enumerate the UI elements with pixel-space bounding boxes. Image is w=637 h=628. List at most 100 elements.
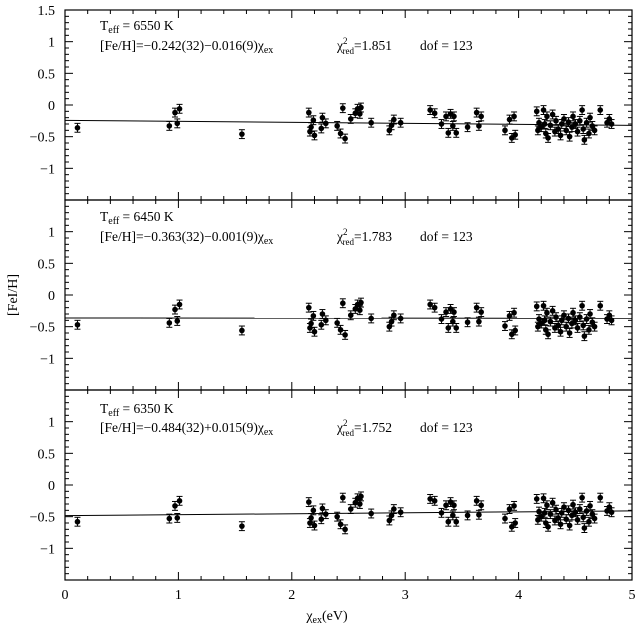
- data-point: [427, 301, 433, 308]
- dof-annotation: dof = 123: [420, 420, 473, 435]
- y-tick-label: 0: [48, 479, 55, 494]
- data-point: [586, 327, 592, 333]
- data-point: [561, 312, 567, 319]
- data-point: [553, 314, 559, 320]
- data-point: [347, 506, 354, 512]
- data-point: [74, 518, 81, 525]
- data-point: [306, 304, 312, 311]
- data-point: [308, 320, 314, 327]
- data-point: [511, 309, 517, 316]
- data-point: [579, 107, 585, 113]
- data-point: [431, 304, 438, 311]
- data-point: [386, 517, 393, 524]
- fit-equation: [Fe/H]=−0.242(32)−0.016(9)χex: [100, 38, 273, 56]
- y-tick-labels: −1 −0.5 0 0.5 1: [30, 416, 55, 558]
- data-point: [319, 505, 326, 512]
- data-point: [557, 328, 564, 335]
- data-point: [478, 113, 484, 120]
- data-point: [579, 302, 585, 309]
- data-point: [308, 124, 314, 130]
- data-point: [536, 508, 542, 515]
- data-point: [478, 502, 484, 509]
- data-point: [545, 135, 551, 141]
- data-point: [311, 132, 318, 139]
- data-point: [176, 301, 183, 308]
- data-point: [581, 333, 588, 339]
- data-point: [577, 118, 583, 124]
- data-point: [476, 318, 482, 325]
- data-points: [74, 297, 615, 342]
- data-point: [561, 116, 567, 122]
- data-point: [597, 107, 604, 113]
- data-point: [342, 526, 348, 533]
- data-point: [443, 502, 449, 509]
- data-point: [172, 503, 178, 509]
- y-tick-label: 1: [48, 36, 55, 51]
- data-point: [502, 515, 508, 522]
- data-point: [451, 113, 457, 120]
- panel-ticks: [64, 199, 633, 391]
- teff-annotation: Teff = 6450 K: [100, 209, 174, 227]
- data-point: [566, 330, 573, 336]
- teff-annotation: Teff = 6350 K: [100, 401, 174, 419]
- data-point: [606, 116, 613, 122]
- x-tick-labels: 0 1 2 3 4 5: [62, 588, 636, 603]
- data-point: [570, 113, 576, 120]
- data-point: [544, 309, 550, 316]
- chi-square-annotation: χ2 red=1.783: [336, 227, 392, 247]
- x-tick-label: 1: [175, 588, 182, 603]
- data-point: [438, 316, 445, 322]
- data-point: [583, 508, 590, 514]
- data-point: [586, 518, 592, 525]
- y-tick-label: 1: [48, 416, 55, 431]
- y-axis-title: [FeI/H]: [6, 274, 21, 316]
- data-point: [558, 121, 565, 127]
- data-point: [176, 498, 183, 504]
- data-point: [334, 513, 340, 520]
- data-point: [337, 521, 344, 528]
- y-tick-labels: −1 −0.5 0 0.5 1: [30, 226, 55, 368]
- data-point: [342, 332, 348, 338]
- data-point: [512, 327, 518, 334]
- data-point: [391, 506, 397, 512]
- data-point: [541, 121, 548, 127]
- data-point: [565, 315, 572, 322]
- data-point: [391, 312, 397, 319]
- data-point: [572, 317, 579, 324]
- dof-annotation: dof = 123: [420, 229, 473, 244]
- y-tick-label: −0.5: [30, 321, 55, 336]
- data-point: [427, 496, 433, 502]
- data-point: [310, 507, 317, 514]
- data-point: [540, 107, 547, 113]
- y-tick-label: −1: [40, 162, 55, 177]
- data-point: [572, 509, 579, 516]
- data-point: [561, 504, 567, 510]
- data-point: [340, 494, 346, 501]
- data-point: [553, 118, 559, 124]
- data-point: [340, 105, 346, 111]
- data-point: [74, 321, 81, 328]
- data-point: [538, 513, 545, 520]
- data-point: [511, 503, 517, 509]
- data-point: [342, 135, 348, 142]
- data-point: [547, 511, 554, 517]
- data-point: [606, 312, 613, 319]
- data-point: [591, 127, 598, 134]
- data-point: [587, 503, 593, 509]
- data-point: [323, 511, 329, 517]
- panel-teff-6350: −1 −0.5 0 0.5 1 0 1 2 3 4 5 Teff = 6350 K [Fe/H]=…: [30, 389, 636, 603]
- y-tick-label: −1: [40, 352, 55, 367]
- data-point: [337, 327, 344, 333]
- data-point: [74, 125, 81, 131]
- data-point: [450, 123, 456, 129]
- data-point: [558, 317, 565, 324]
- data-point: [318, 516, 325, 522]
- data-point: [451, 502, 457, 509]
- data-point: [545, 524, 551, 530]
- y-tick-label: −0.5: [30, 131, 55, 146]
- dof-annotation: dof = 123: [420, 38, 473, 53]
- data-point: [572, 121, 579, 127]
- data-point: [512, 131, 518, 138]
- data-point: [597, 494, 604, 501]
- data-point: [386, 323, 393, 330]
